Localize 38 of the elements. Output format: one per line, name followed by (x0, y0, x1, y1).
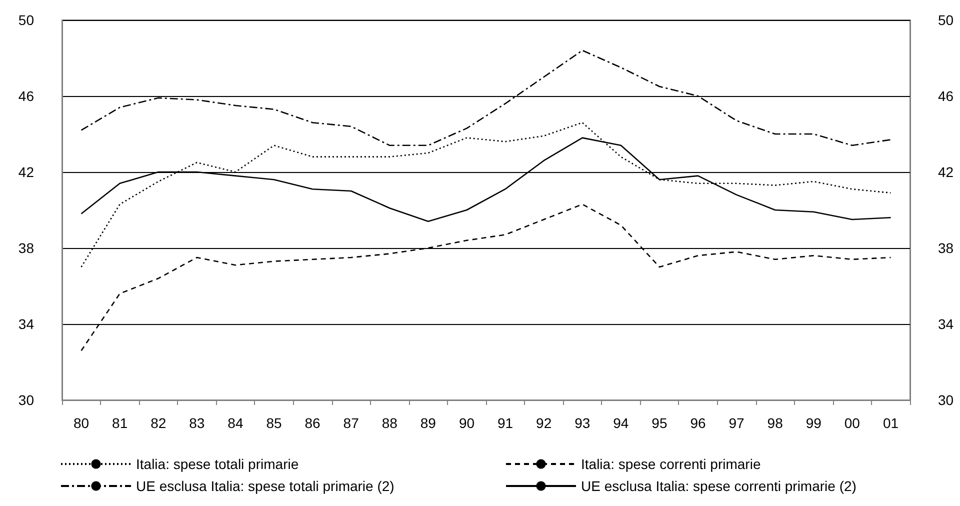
x-tick-label: 86 (304, 415, 321, 431)
y-tick-label: 46 (18, 88, 34, 104)
x-tick-label: 88 (382, 415, 398, 431)
y2-tick-label: 50 (938, 12, 954, 28)
x-tick-label: 84 (228, 415, 244, 431)
y2-tick-label: 30 (938, 392, 954, 408)
x-tick-label: 85 (266, 415, 282, 431)
x-tick-label: 89 (420, 415, 436, 431)
x-tick-label: 81 (112, 415, 128, 431)
y2-tick-label: 34 (938, 316, 954, 332)
x-tick-label: 91 (497, 415, 514, 431)
x-tick-label: 97 (728, 415, 745, 431)
y-tick-label: 30 (18, 392, 34, 408)
x-tick-label: 96 (690, 415, 706, 431)
legend-label: Italia: spese correnti primarie (581, 456, 761, 472)
x-tick-label: 82 (150, 415, 166, 431)
y2-tick-label: 46 (938, 88, 954, 104)
x-tick-label: 80 (73, 415, 90, 431)
legend-label: UE esclusa Italia: spese totali primarie (2) (136, 478, 394, 494)
x-tick-label: 87 (343, 415, 360, 431)
y-tick-label: 38 (18, 240, 34, 256)
y-tick-label: 50 (18, 12, 34, 28)
y-tick-label: 34 (18, 316, 34, 332)
x-tick-label: 92 (536, 415, 552, 431)
y-tick-label: 42 (18, 164, 34, 180)
x-tick-label: 99 (806, 415, 822, 431)
x-tick-label: 83 (189, 415, 205, 431)
x-tick-label: 01 (882, 415, 899, 431)
legend-label: Italia: spese totali primarie (136, 456, 299, 472)
x-tick-label: 95 (652, 415, 668, 431)
x-tick-label: 93 (574, 415, 590, 431)
x-tick-label: 94 (613, 415, 629, 431)
x-tick-label: 90 (458, 415, 475, 431)
y2-tick-label: 42 (938, 164, 954, 180)
x-tick-label: 98 (767, 415, 784, 431)
x-tick-label: 00 (844, 415, 860, 431)
y2-tick-label: 38 (938, 240, 954, 256)
legend-label: UE esclusa Italia: spese correnti primarie (2) (581, 478, 856, 494)
